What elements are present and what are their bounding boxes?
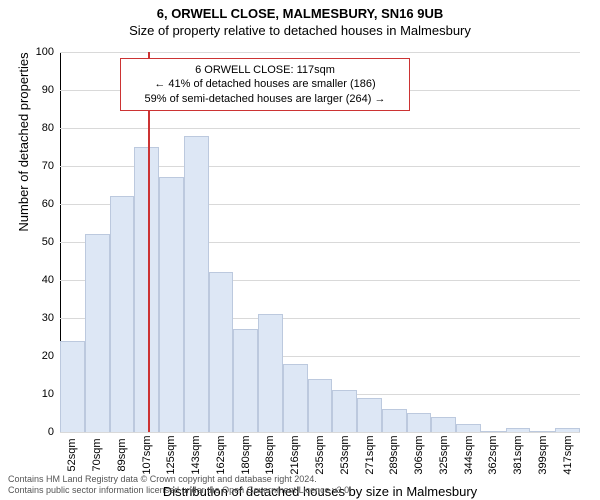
ytick-label: 10	[24, 388, 54, 400]
xtick-label: 125sqm	[165, 435, 177, 475]
xtick-label: 162sqm	[215, 435, 227, 475]
xtick-label: 107sqm	[141, 435, 153, 475]
xtick-label: 325sqm	[438, 435, 450, 475]
histogram-bar	[159, 177, 184, 432]
histogram-bar	[555, 428, 580, 432]
histogram-bar	[456, 424, 481, 432]
gridline-h	[60, 432, 580, 433]
xtick-label: 70sqm	[91, 435, 103, 475]
histogram-bar	[258, 314, 283, 432]
xtick-label: 198sqm	[264, 435, 276, 475]
histogram-bar	[530, 431, 555, 432]
footer-line-2: Contains public sector information licen…	[8, 485, 352, 496]
histogram-bar	[481, 431, 506, 432]
gridline-h	[60, 128, 580, 129]
chart-container: 01020304050607080901006 ORWELL CLOSE: 11…	[60, 52, 580, 432]
plot-area: 01020304050607080901006 ORWELL CLOSE: 11…	[60, 52, 580, 432]
histogram-bar	[60, 341, 85, 432]
xtick-label: 362sqm	[487, 435, 499, 475]
xtick-label: 344sqm	[463, 435, 475, 475]
info-box-line-1: 6 ORWELL CLOSE: 117sqm	[129, 63, 401, 77]
xtick-label: 253sqm	[339, 435, 351, 475]
ytick-label: 0	[24, 426, 54, 438]
xtick-label: 52sqm	[66, 435, 78, 475]
gridline-h	[60, 52, 580, 53]
info-box: 6 ORWELL CLOSE: 117sqm← 41% of detached …	[120, 58, 410, 111]
page-title: 6, ORWELL CLOSE, MALMESBURY, SN16 9UB	[0, 0, 600, 21]
histogram-bar	[407, 413, 432, 432]
histogram-bar	[184, 136, 209, 432]
y-axis-title: Number of detached properties	[16, 0, 31, 332]
histogram-bar	[308, 379, 333, 432]
histogram-bar	[506, 428, 531, 432]
histogram-bar	[233, 329, 258, 432]
xtick-label: 143sqm	[190, 435, 202, 475]
xtick-label: 271sqm	[364, 435, 376, 475]
histogram-bar	[110, 196, 135, 432]
histogram-bar	[431, 417, 456, 432]
xtick-label: 306sqm	[413, 435, 425, 475]
xtick-label: 180sqm	[240, 435, 252, 475]
info-box-line-2: ← 41% of detached houses are smaller (18…	[129, 77, 401, 91]
xtick-label: 399sqm	[537, 435, 549, 475]
ytick-label: 20	[24, 350, 54, 362]
histogram-bar	[85, 234, 110, 432]
xtick-label: 417sqm	[562, 435, 574, 475]
histogram-bar	[209, 272, 234, 432]
xtick-label: 289sqm	[388, 435, 400, 475]
histogram-bar	[332, 390, 357, 432]
histogram-bar	[283, 364, 308, 432]
page-subtitle: Size of property relative to detached ho…	[0, 21, 600, 38]
footer-line-1: Contains HM Land Registry data © Crown c…	[8, 474, 352, 485]
histogram-bar	[382, 409, 407, 432]
footer-attribution: Contains HM Land Registry data © Crown c…	[8, 474, 352, 497]
histogram-bar	[134, 147, 159, 432]
xtick-label: 216sqm	[289, 435, 301, 475]
xtick-label: 235sqm	[314, 435, 326, 475]
info-box-line-3: 59% of semi-detached houses are larger (…	[129, 92, 401, 106]
xtick-label: 381sqm	[512, 435, 524, 475]
xtick-label: 89sqm	[116, 435, 128, 475]
histogram-bar	[357, 398, 382, 432]
